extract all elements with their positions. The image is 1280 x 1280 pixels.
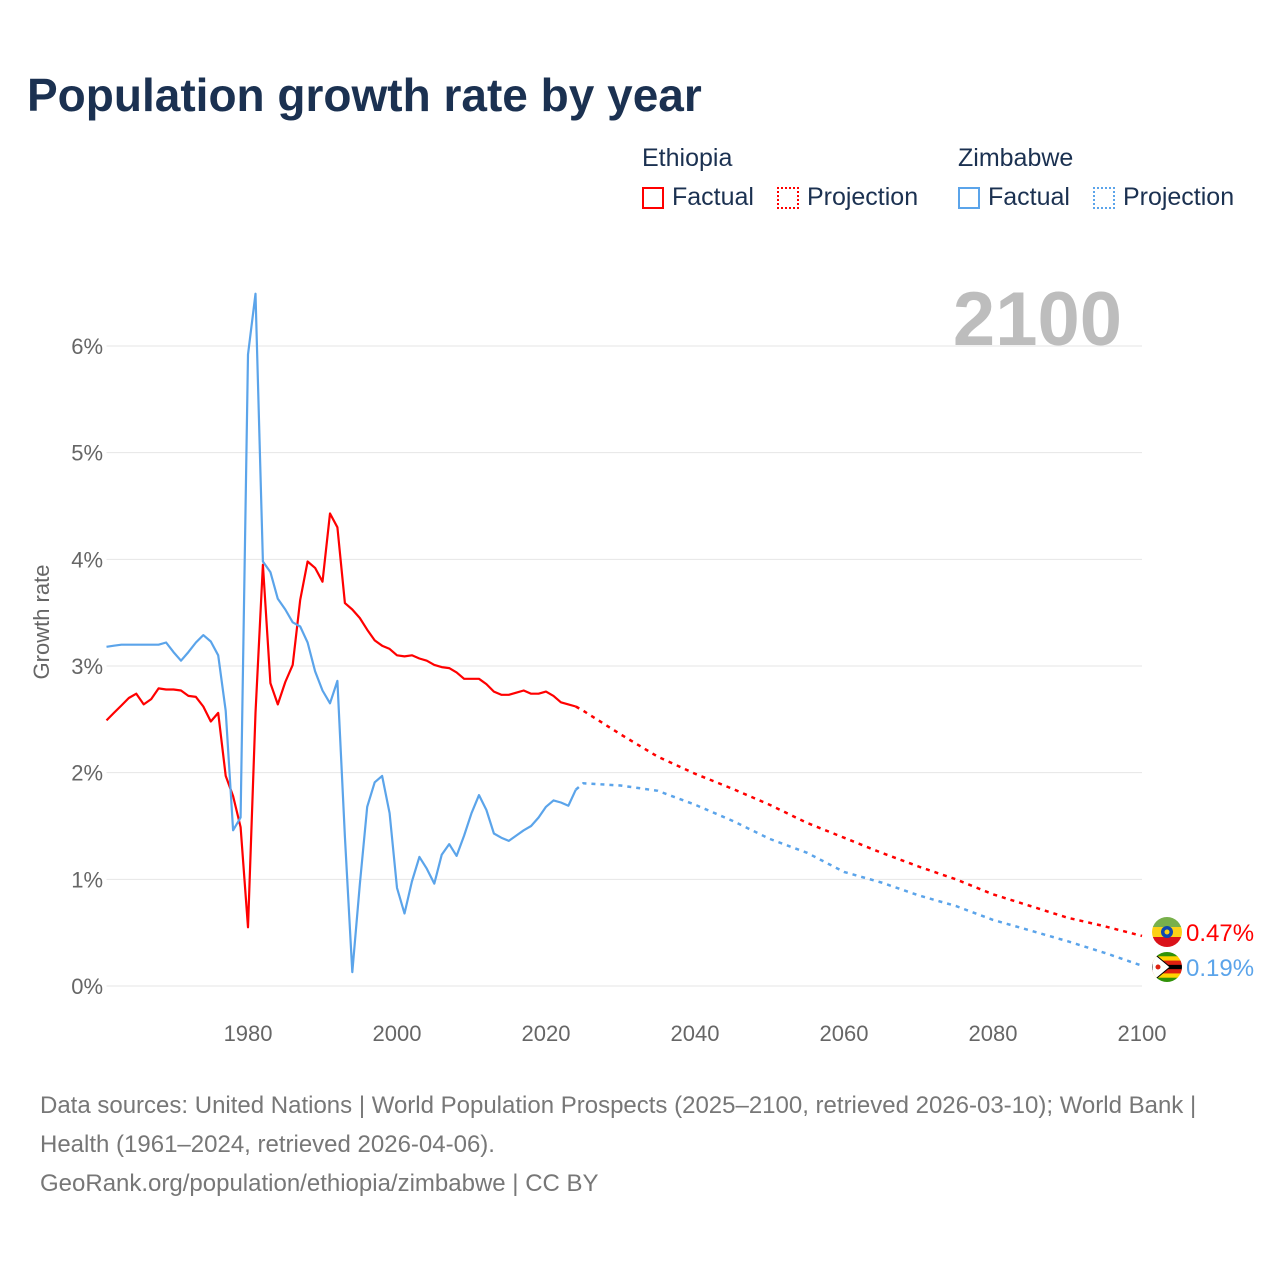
zimbabwe-projection-line	[574, 782, 1143, 967]
flag-stripe	[1152, 956, 1182, 962]
footer: Data sources: United Nations | World Pop…	[40, 1086, 1240, 1203]
zimbabwe-factual-line	[106, 292, 577, 974]
legend-zimbabwe-factual[interactable]: Factual	[958, 183, 1070, 212]
chart-title: Population growth rate by year	[27, 69, 702, 121]
zimbabwe-end-value-label: 0.19%	[1186, 955, 1254, 982]
flag-star	[1155, 964, 1161, 970]
y-tick-label: 0%	[71, 974, 103, 999]
flag-triangle	[1152, 952, 1171, 982]
dotted-swatch-icon	[776, 186, 799, 209]
solid-swatch-icon	[958, 186, 980, 209]
x-tick-label: 2100	[1118, 1021, 1167, 1046]
y-tick-label: 4%	[71, 547, 103, 572]
flag-stripe	[1152, 969, 1182, 974]
legend-zimbabwe-projection[interactable]: Projection	[1092, 183, 1235, 212]
y-axis-label: Growth rate	[29, 564, 54, 680]
x-tick-label: 2080	[969, 1021, 1018, 1046]
legend-ethiopia-projection[interactable]: Projection	[776, 183, 919, 212]
x-tick-label: 2020	[522, 1021, 571, 1046]
x-tick-label: 2060	[820, 1021, 869, 1046]
data-sources: Data sources: United Nations | World Pop…	[40, 1092, 1197, 1158]
flag-stripe	[1152, 952, 1182, 957]
x-tick-label: 2040	[671, 1021, 720, 1046]
flag-stripe	[1152, 960, 1182, 966]
ethiopia-projection-line	[575, 705, 1143, 938]
year-watermark: 2100	[952, 277, 1122, 362]
x-tick-label: 2000	[373, 1021, 422, 1046]
legend-country-ethiopia: Ethiopia	[642, 144, 733, 172]
flag-stripe	[1152, 917, 1182, 927]
legend-label: Factual	[672, 183, 754, 211]
legend-zimbabwe: Zimbabwe Factual Projection	[958, 144, 1250, 216]
solid-swatch-icon	[642, 186, 664, 209]
y-tick-label: 6%	[71, 334, 103, 359]
x-tick-label: 1980	[224, 1021, 273, 1046]
dotted-swatch-icon	[1092, 186, 1115, 209]
legend-ethiopia-factual[interactable]: Factual	[642, 183, 754, 212]
y-tick-label: 2%	[71, 761, 103, 786]
y-tick-label: 5%	[71, 441, 103, 466]
legend-ethiopia: Ethiopia Factual Projection	[642, 144, 934, 216]
legend-label: Projection	[1122, 183, 1235, 211]
flag-stripe	[1152, 977, 1182, 982]
credit-link[interactable]: GeoRank.org/population/ethiopia/zimbabwe…	[40, 1170, 599, 1197]
y-tick-label: 1%	[71, 867, 103, 892]
legend-country-zimbabwe: Zimbabwe	[958, 144, 1074, 172]
ethiopia-end-value-label: 0.47%	[1186, 920, 1254, 947]
flag-stripe	[1152, 937, 1182, 947]
y-tick-label: 3%	[71, 654, 103, 679]
flag-stripe	[1152, 973, 1182, 979]
legend-label: Projection	[806, 183, 919, 211]
flag-star	[1164, 929, 1170, 935]
ethiopia-factual-line	[105, 512, 577, 929]
legend-label: Factual	[988, 183, 1070, 211]
